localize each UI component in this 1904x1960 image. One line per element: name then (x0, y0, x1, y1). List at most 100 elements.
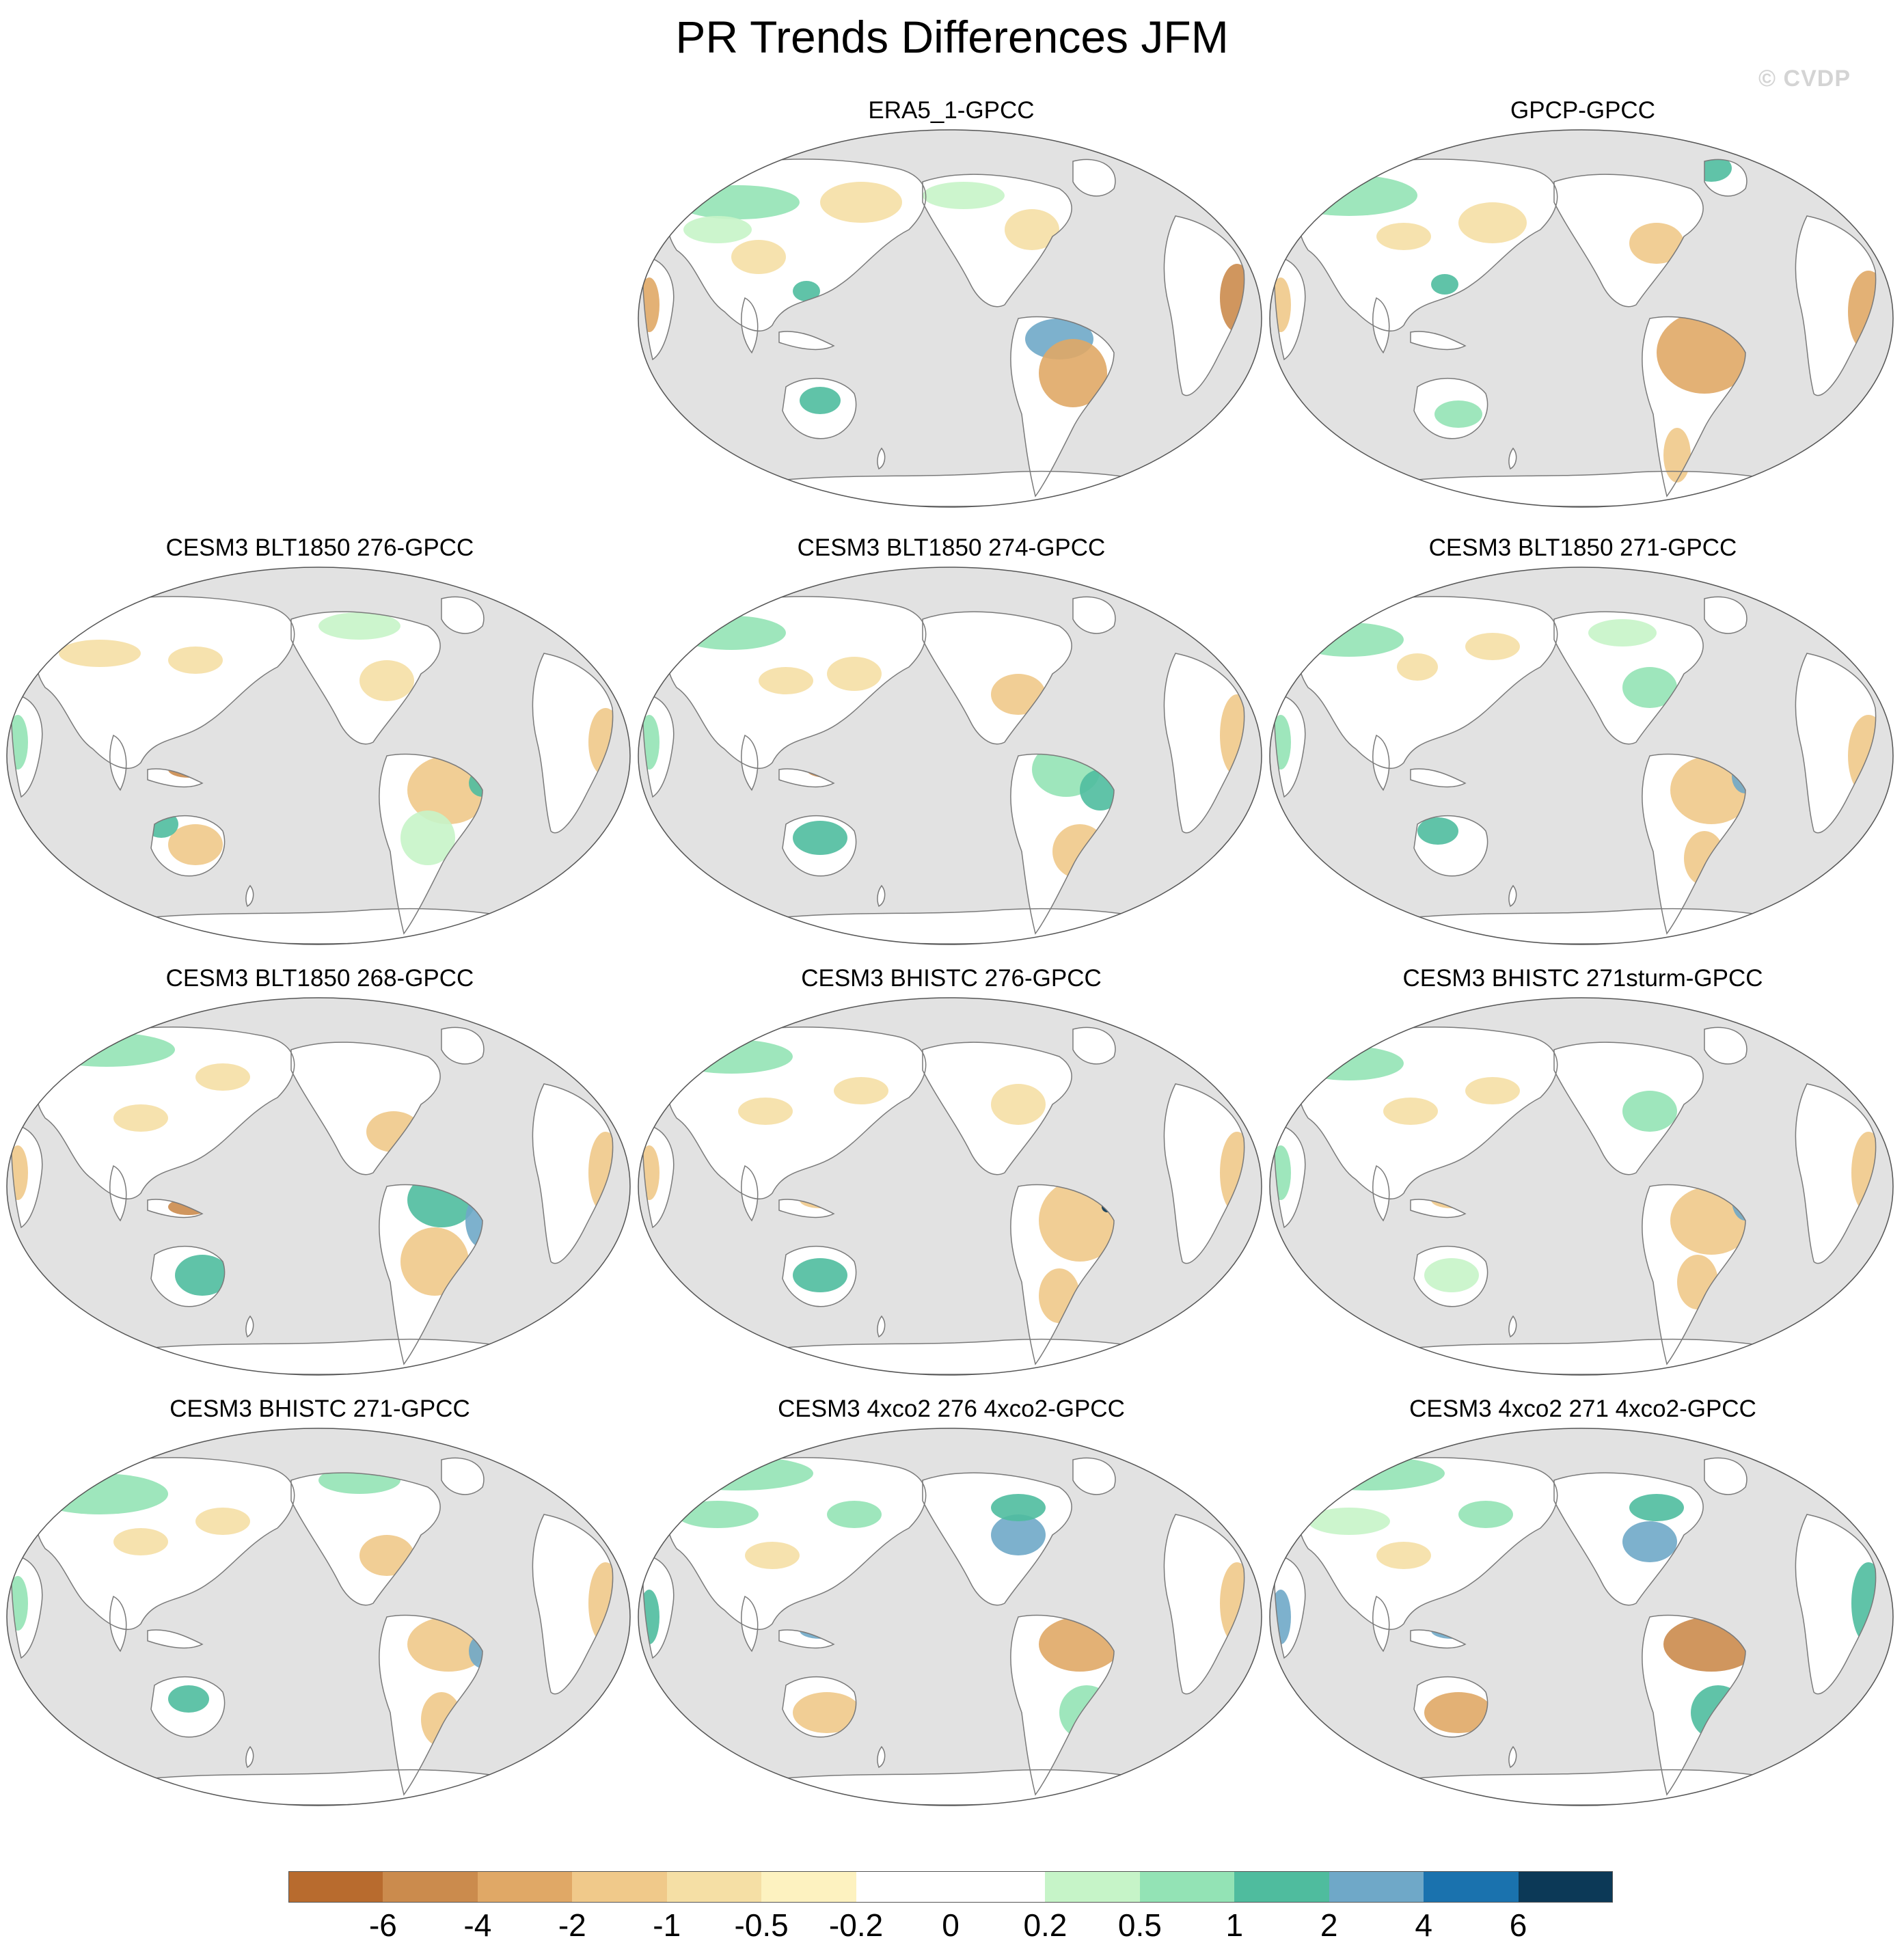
anomaly-patch (1622, 667, 1677, 708)
anomaly-patch (1424, 1692, 1493, 1733)
land-asia (36, 596, 295, 769)
land-africa (1795, 653, 1876, 833)
land-greenland (1073, 597, 1115, 634)
anomaly-patch (683, 216, 752, 243)
map-panel: CESM3 4xco2 271 4xco2-GPCC (1267, 1394, 1899, 1818)
coastline (379, 1614, 483, 1796)
colorbar-swatch (383, 1871, 478, 1903)
coastline (147, 1629, 204, 1649)
world-map (6, 1428, 631, 1806)
world-map (6, 567, 631, 945)
anomaly-patch (1465, 633, 1520, 660)
coastline (1413, 378, 1488, 439)
coastline (10, 1555, 43, 1659)
coastline (1413, 1246, 1488, 1307)
coastlines (1273, 596, 1877, 944)
panel-title: CESM3 BLT1850 271-GPCC (1428, 534, 1737, 561)
world-map (638, 997, 1262, 1376)
colorbar-swatch (1424, 1871, 1519, 1903)
anomaly-patch (1417, 817, 1458, 845)
coastlines (642, 159, 1245, 507)
map-border (1269, 997, 1894, 1376)
coastline (922, 1472, 1072, 1606)
coastline (1010, 1614, 1115, 1796)
coastline (1553, 174, 1704, 308)
anomaly-patch (175, 1255, 230, 1296)
panel-title: CESM3 BLT1850 274-GPCC (797, 534, 1106, 561)
anomaly-patch (1622, 1521, 1677, 1562)
coastline (1072, 596, 1116, 634)
coastline (1072, 1457, 1116, 1495)
coastline (1410, 1199, 1467, 1219)
coastline (109, 1165, 127, 1222)
anomaly-patch (1308, 1508, 1390, 1535)
land-maritime (148, 1630, 202, 1648)
coastline (1508, 1315, 1517, 1338)
coastline (1413, 1676, 1488, 1738)
coastline (1704, 1457, 1747, 1495)
panel-title: CESM3 BHISTC 276-GPCC (801, 965, 1102, 992)
anomaly-patch (677, 1501, 759, 1528)
trend-anomalies (1274, 1046, 1876, 1309)
land-africa (1164, 216, 1245, 396)
anomaly-patch (1281, 175, 1417, 216)
coastline (1642, 316, 1746, 498)
coastline (666, 1457, 927, 1631)
anomaly-patch (793, 1258, 847, 1292)
anomaly-patch (359, 660, 414, 701)
anomaly-patch (1376, 1542, 1431, 1569)
colorbar-swatch (1234, 1871, 1330, 1903)
coastline (290, 611, 441, 745)
map-border (6, 997, 631, 1376)
coastline (1410, 1629, 1467, 1649)
anomaly-patch (1663, 428, 1691, 482)
anomaly-patch (800, 387, 841, 414)
map-panel: CESM3 BLT1850 274-GPCC (636, 533, 1267, 957)
world-map (6, 997, 631, 1376)
map-border (638, 129, 1262, 508)
anomaly-patch (1294, 1046, 1404, 1080)
coastline (877, 1745, 886, 1769)
coastline (1273, 694, 1306, 798)
panel-title: CESM3 BHISTC 271-GPCC (169, 1396, 470, 1422)
land-india (741, 735, 758, 790)
colorbar-tick-label: -2 (558, 1907, 586, 1943)
figure-title: PR Trends Differences JFM (675, 12, 1229, 62)
coastline (782, 815, 857, 877)
coastline (642, 256, 675, 361)
coastline (741, 297, 759, 354)
coastline (441, 596, 485, 634)
anomaly-patch (168, 1685, 209, 1713)
map-border (1269, 129, 1894, 508)
land-maritime (1411, 1199, 1465, 1218)
land-asia (667, 1457, 926, 1630)
colorbar-swatch (1045, 1871, 1141, 1903)
colorbar-tick-label: -0.5 (734, 1907, 789, 1943)
map-border (1269, 1428, 1894, 1806)
colorbar-tick-label: -0.2 (828, 1907, 884, 1943)
anomaly-patch (1376, 223, 1431, 250)
anomaly-patch (663, 1457, 813, 1491)
coastline (1704, 1026, 1747, 1065)
coastline (245, 884, 254, 908)
coastline (1298, 596, 1558, 770)
land-india (741, 1596, 758, 1651)
map-panel: ERA5_1-GPCC (636, 96, 1267, 519)
coastline (1273, 1555, 1306, 1659)
anomaly-patch (1629, 1494, 1684, 1521)
land-india (741, 1166, 758, 1221)
anomaly-patch (1039, 339, 1107, 407)
colorbar-swatch (1518, 1871, 1614, 1903)
land-greenland (1704, 1027, 1747, 1064)
colorbar-swatch (288, 1871, 383, 1903)
coastline (290, 1472, 441, 1606)
world-map (1269, 567, 1894, 945)
map-panel: GPCP-GPCC (1267, 96, 1899, 519)
anomaly-patch (588, 1562, 613, 1644)
coastline (1372, 1595, 1390, 1652)
map-border (6, 1428, 631, 1806)
map-panel: CESM3 BLT1850 271-GPCC (1267, 533, 1899, 957)
map-border (638, 567, 1262, 945)
coastline (290, 1042, 441, 1175)
coastline (741, 734, 759, 791)
